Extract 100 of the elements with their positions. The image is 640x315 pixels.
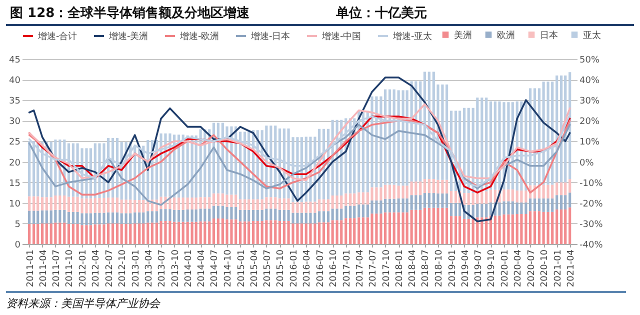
bar (63, 210, 66, 223)
bar (150, 211, 154, 223)
bar (138, 212, 141, 224)
y2-tick-label: 20% (580, 117, 600, 128)
bar (274, 208, 277, 220)
legend-label: 增速-中国 (321, 31, 362, 42)
y-tick-label: 10 (9, 199, 21, 210)
bar (89, 213, 92, 226)
y-tick-label: 20 (9, 158, 21, 168)
bar (248, 199, 250, 210)
bar (190, 209, 194, 222)
bar (564, 182, 567, 196)
bar (146, 211, 150, 223)
bar (560, 209, 563, 244)
bar (208, 208, 211, 222)
bar (423, 179, 426, 194)
x-tick-label: 2011-10 (65, 249, 76, 288)
bar (511, 214, 514, 244)
bar (120, 200, 123, 214)
bar (120, 224, 123, 244)
x-tick-label: 2018-04 (408, 249, 418, 288)
x-tick-label: 2017-01 (342, 250, 352, 288)
x-tick-label: 2017-07 (368, 250, 378, 288)
bar (212, 206, 216, 219)
bar (36, 224, 40, 244)
bar (134, 223, 136, 244)
bar (67, 212, 70, 224)
bar (248, 210, 250, 222)
bar (489, 190, 492, 202)
bar (199, 221, 202, 244)
bar (265, 208, 268, 220)
bar (265, 220, 268, 244)
y-tick-label: 35 (9, 96, 20, 107)
bar (216, 218, 220, 244)
bar (172, 210, 176, 222)
y2-tick-label: -40% (580, 240, 604, 250)
bar (358, 192, 360, 205)
bar (489, 202, 492, 216)
y2-tick-label: 40% (580, 76, 600, 86)
bar (243, 199, 246, 210)
bar (349, 218, 352, 244)
bar (28, 196, 31, 211)
bar (454, 190, 458, 203)
bar (248, 221, 250, 244)
bar (384, 198, 387, 212)
bar (472, 193, 474, 205)
bar (182, 222, 184, 244)
bar (511, 189, 514, 202)
y-tick-label: 15 (9, 178, 20, 189)
x-tick-label: 2018-01 (395, 250, 406, 288)
x-tick-label: 2012-10 (118, 249, 128, 288)
bar (358, 204, 360, 218)
bar (485, 191, 488, 204)
bar (194, 222, 198, 244)
bar (410, 210, 413, 244)
x-tick-label: 2016-07 (316, 250, 326, 288)
bar (190, 222, 194, 244)
y2-tick-label: 30% (580, 96, 600, 107)
bar (138, 223, 141, 244)
bar (568, 192, 572, 208)
bar (142, 212, 145, 224)
bar (454, 216, 458, 244)
bar (428, 179, 430, 194)
bar (129, 200, 132, 214)
bar (194, 209, 198, 222)
bar (336, 208, 338, 220)
bar (204, 197, 206, 209)
bar (58, 222, 62, 244)
bar (204, 221, 206, 244)
bar (36, 210, 40, 224)
bar (336, 195, 338, 209)
x-tick-label: 2013-07 (158, 250, 168, 288)
bar (190, 198, 194, 210)
bar (216, 206, 220, 219)
bar (265, 197, 268, 209)
bar (124, 224, 128, 244)
bar (353, 206, 356, 218)
x-tick-label: 2011-04 (38, 249, 49, 288)
bar (142, 223, 145, 244)
bar (58, 210, 62, 223)
line-series (28, 76, 571, 222)
bar (238, 221, 242, 244)
bar (89, 225, 92, 244)
x-tick-label: 2016-01 (290, 250, 300, 288)
bar (450, 190, 453, 203)
x-tick-label: 2020-01 (500, 250, 510, 288)
bar (36, 196, 40, 211)
bar (256, 220, 259, 244)
y2-tick-label: -10% (580, 178, 604, 189)
bar (406, 212, 408, 244)
bar (388, 212, 392, 244)
bar (177, 222, 180, 244)
bar (172, 198, 176, 210)
bar (45, 197, 48, 210)
x-tick-label: 2021-01 (553, 250, 564, 288)
bar (564, 209, 567, 244)
bar (72, 196, 75, 212)
x-tick-label: 2016-10 (329, 249, 340, 288)
legend-label: 增速-美洲 (108, 31, 148, 42)
bar (54, 210, 57, 223)
